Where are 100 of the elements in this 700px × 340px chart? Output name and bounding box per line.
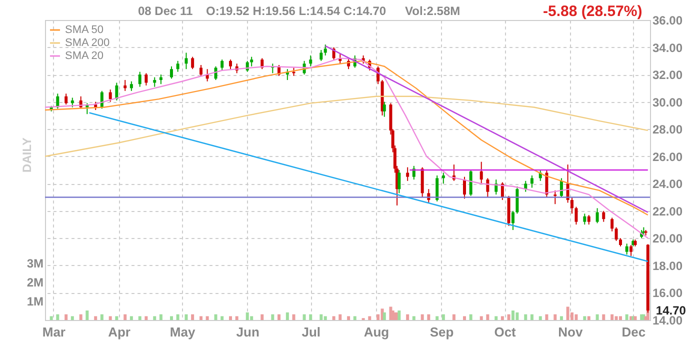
bar	[191, 314, 194, 320]
candlestick	[530, 174, 534, 188]
x-tick-label: Dec	[622, 324, 646, 340]
bar	[130, 316, 133, 320]
y-tick-label: 24.00	[652, 177, 683, 192]
y-tick-label: 18.00	[652, 258, 683, 273]
bar	[480, 316, 483, 320]
candlestick	[159, 74, 162, 85]
legend-label: SMA 20	[65, 50, 104, 62]
bar	[153, 316, 156, 320]
bar	[452, 314, 456, 320]
bar	[332, 316, 336, 320]
bar	[108, 316, 112, 320]
x-tick-label: Mar	[42, 324, 66, 340]
bar	[618, 316, 622, 320]
candlestick	[602, 210, 606, 222]
bar	[516, 312, 519, 320]
bar	[583, 316, 586, 320]
candlestick	[191, 56, 194, 70]
candlestick	[108, 89, 112, 102]
candlestick	[220, 59, 224, 71]
bar	[64, 314, 68, 320]
candlestick	[412, 165, 416, 180]
candlestick	[469, 170, 472, 196]
text: O:19.52 H:19.56 L:14.54 C:14.70	[206, 4, 386, 18]
bar	[56, 314, 60, 320]
candlestick	[199, 64, 202, 76]
bar	[229, 316, 232, 320]
candlestick	[614, 226, 618, 242]
y-tick-label: 28.00	[652, 122, 683, 137]
y2-tick-label: 1M	[26, 294, 44, 309]
bar	[406, 314, 410, 320]
bar	[596, 314, 599, 320]
bar	[507, 314, 510, 320]
bar	[462, 316, 466, 320]
candlestick	[596, 208, 599, 224]
candlestick	[130, 80, 133, 92]
bar	[625, 314, 628, 320]
bar	[246, 312, 249, 320]
bar	[574, 314, 578, 320]
candlestick	[516, 186, 519, 214]
bar	[79, 314, 82, 320]
bar	[347, 316, 350, 320]
candlestick	[324, 44, 327, 56]
bar	[554, 314, 557, 320]
bar	[610, 314, 614, 320]
x-tick-label: Nov	[558, 324, 584, 340]
candlestick	[486, 178, 490, 198]
bar	[220, 316, 224, 320]
candlestick	[494, 179, 498, 196]
candlestick	[153, 76, 156, 88]
bar	[511, 310, 514, 320]
bar	[309, 314, 312, 320]
bar	[614, 316, 618, 320]
legend-label: SMA 200	[65, 37, 110, 49]
candlestick	[610, 217, 614, 232]
bar	[286, 312, 289, 320]
candlestick	[630, 244, 633, 256]
bar	[144, 316, 148, 320]
bar	[436, 316, 439, 320]
y-tick-label: 16.00	[652, 286, 683, 300]
bar	[530, 314, 534, 320]
y-tick-label: 26.00	[652, 150, 683, 164]
x-tick-label: Sep	[430, 324, 454, 340]
candlestick	[176, 60, 180, 72]
bar	[469, 314, 472, 320]
bar	[338, 314, 342, 320]
bar	[427, 314, 430, 320]
y-tick-label: 20.00	[652, 232, 683, 246]
bar	[277, 314, 280, 320]
x-tick-label: May	[170, 324, 196, 340]
bar	[100, 314, 104, 320]
y-tick-label: 22.00	[652, 204, 683, 218]
candlestick	[583, 213, 586, 226]
bar	[250, 316, 254, 320]
y2-tick-label: 2M	[26, 276, 44, 290]
candlestick	[170, 66, 173, 80]
bar	[115, 316, 118, 320]
candlestick	[511, 210, 514, 230]
bar	[271, 314, 274, 320]
candlestick	[570, 196, 574, 214]
candlestick	[214, 66, 218, 80]
y-tick-label: 34.00	[652, 40, 683, 55]
text: -5.88 (28.57%)	[543, 3, 642, 20]
candlestick	[524, 180, 528, 192]
y2-tick-label: 3M	[26, 256, 44, 271]
bar	[70, 316, 74, 320]
candlestick	[442, 172, 445, 184]
candlestick	[462, 176, 466, 200]
bar	[302, 314, 306, 320]
bar	[587, 316, 590, 320]
candlestick	[144, 72, 148, 86]
legend-label: SMA 50	[65, 24, 104, 36]
candlestick	[436, 174, 439, 202]
bar	[292, 314, 296, 320]
candlestick	[250, 56, 254, 67]
bar	[545, 314, 548, 320]
x-tick-label: Jun	[236, 324, 260, 340]
y-tick-label: 36.00	[652, 14, 683, 28]
bar	[602, 314, 606, 320]
